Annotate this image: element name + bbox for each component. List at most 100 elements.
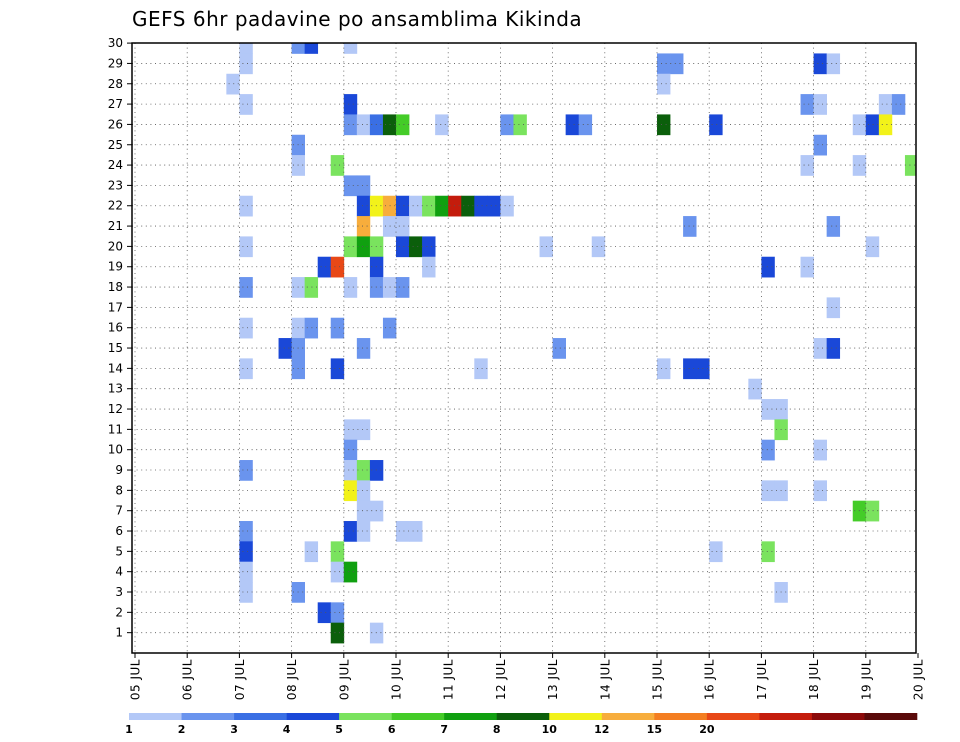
precip-cell	[330, 622, 345, 644]
y-tick-label: 20	[108, 239, 123, 253]
y-tick-label: 22	[108, 199, 123, 213]
precip-cell	[278, 338, 292, 359]
precip-cell	[813, 439, 827, 461]
precip-cell	[422, 236, 436, 258]
precip-cell	[343, 439, 358, 461]
colorbar-level-label: 4	[283, 723, 291, 736]
precip-cell	[683, 216, 697, 237]
precip-cell	[239, 236, 253, 258]
colorbar-level-label: 3	[230, 723, 238, 736]
precip-cell	[591, 236, 606, 258]
precip-cell	[343, 521, 358, 542]
y-tick-label: 4	[115, 565, 123, 579]
precip-cell	[500, 195, 514, 217]
precip-cell	[239, 358, 253, 380]
y-tick-label: 21	[108, 219, 123, 233]
precip-cell	[435, 114, 449, 136]
precip-cell	[304, 43, 319, 54]
precip-cell	[474, 358, 488, 380]
precip-cell	[356, 195, 371, 217]
precip-cell	[813, 94, 827, 115]
y-tick-label: 16	[108, 321, 123, 335]
precip-cell	[761, 541, 775, 563]
y-tick-label: 28	[108, 77, 123, 91]
precip-cell	[343, 460, 358, 481]
x-tick-label: 05 JUL	[129, 659, 143, 700]
precip-cell	[239, 317, 253, 339]
precip-cell	[878, 94, 893, 115]
x-tick-label: 18 JUL	[807, 659, 821, 700]
x-axis-ticks: 05 JUL 06 JUL 07 JUL 08 JUL 09 JUL 10 JUL 11 J…	[129, 653, 926, 700]
y-tick-label: 30	[108, 36, 123, 50]
colorbar-swatch	[759, 713, 813, 720]
precip-cell	[657, 358, 671, 380]
grid-lines	[132, 42, 916, 653]
y-tick-label: 29	[108, 56, 123, 70]
colorbar-level-label: 15	[647, 723, 662, 736]
precip-cell	[396, 195, 410, 217]
x-tick-label: 09 JUL	[337, 659, 351, 700]
precip-cell	[356, 419, 371, 441]
x-tick-label: 17 JUL	[755, 659, 769, 700]
precip-cell	[356, 236, 371, 258]
precip-cell	[330, 602, 345, 624]
colorbar-swatch	[654, 713, 708, 720]
colorbar-swatch	[706, 713, 760, 720]
precip-cell	[396, 277, 410, 298]
colorbar-level-label: 5	[335, 723, 343, 736]
x-tick-label: 20 JUL	[912, 659, 926, 700]
colorbar-swatch	[444, 713, 498, 720]
precip-cell	[657, 114, 671, 136]
precip-cell	[396, 521, 410, 542]
precip-cell	[513, 114, 527, 136]
precip-cell	[657, 73, 671, 95]
colorbar-swatch	[181, 713, 235, 720]
x-tick-label: 07 JUL	[233, 659, 247, 700]
y-tick-label: 7	[115, 504, 123, 518]
precip-cell	[826, 338, 841, 359]
y-tick-label: 25	[108, 138, 123, 152]
colorbar-swatch	[864, 713, 918, 720]
precip-cell	[330, 541, 345, 563]
precip-cell	[330, 155, 345, 176]
precip-cell	[422, 256, 436, 278]
precip-cell	[826, 216, 841, 237]
y-tick-label: 8	[115, 483, 123, 497]
precip-cell	[474, 195, 488, 217]
precip-cell	[330, 256, 345, 278]
precip-cell	[343, 94, 358, 115]
chart-title: GEFS 6hr padavine po ansamblima Kikinda	[132, 7, 582, 31]
y-tick-label: 15	[108, 341, 123, 355]
precip-cell	[396, 216, 410, 237]
precip-cell	[343, 114, 358, 136]
precip-cell	[317, 256, 332, 278]
precip-cell	[356, 175, 371, 197]
precip-cell	[878, 114, 893, 136]
y-tick-label: 23	[108, 178, 123, 192]
y-tick-label: 26	[108, 117, 123, 131]
precip-cell	[683, 358, 697, 380]
precip-cell	[891, 94, 906, 115]
precip-cell	[304, 277, 319, 298]
precip-cell	[826, 297, 841, 319]
precip-cell	[356, 521, 371, 542]
y-tick-label: 2	[115, 605, 123, 619]
x-tick-label: 13 JUL	[546, 659, 560, 700]
colorbar-legend: 1 2 3 4 5 6 7 8 10 12 15 20	[125, 713, 918, 736]
colorbar-swatch	[391, 713, 445, 720]
precip-cell	[487, 195, 501, 217]
y-tick-label: 17	[108, 300, 123, 314]
colorbar-swatch	[286, 713, 340, 720]
precip-cell	[356, 114, 371, 136]
precip-cell	[343, 277, 358, 298]
x-tick-label: 16 JUL	[703, 659, 717, 700]
colorbar-level-label: 10	[542, 723, 558, 736]
colorbar-swatch	[811, 713, 865, 720]
precip-cell	[578, 114, 593, 136]
precip-cell	[904, 155, 917, 176]
y-tick-label: 24	[108, 158, 123, 172]
precip-cell	[291, 43, 305, 54]
y-tick-label: 13	[108, 382, 123, 396]
precip-cell	[800, 155, 814, 176]
precip-cell	[330, 561, 345, 583]
